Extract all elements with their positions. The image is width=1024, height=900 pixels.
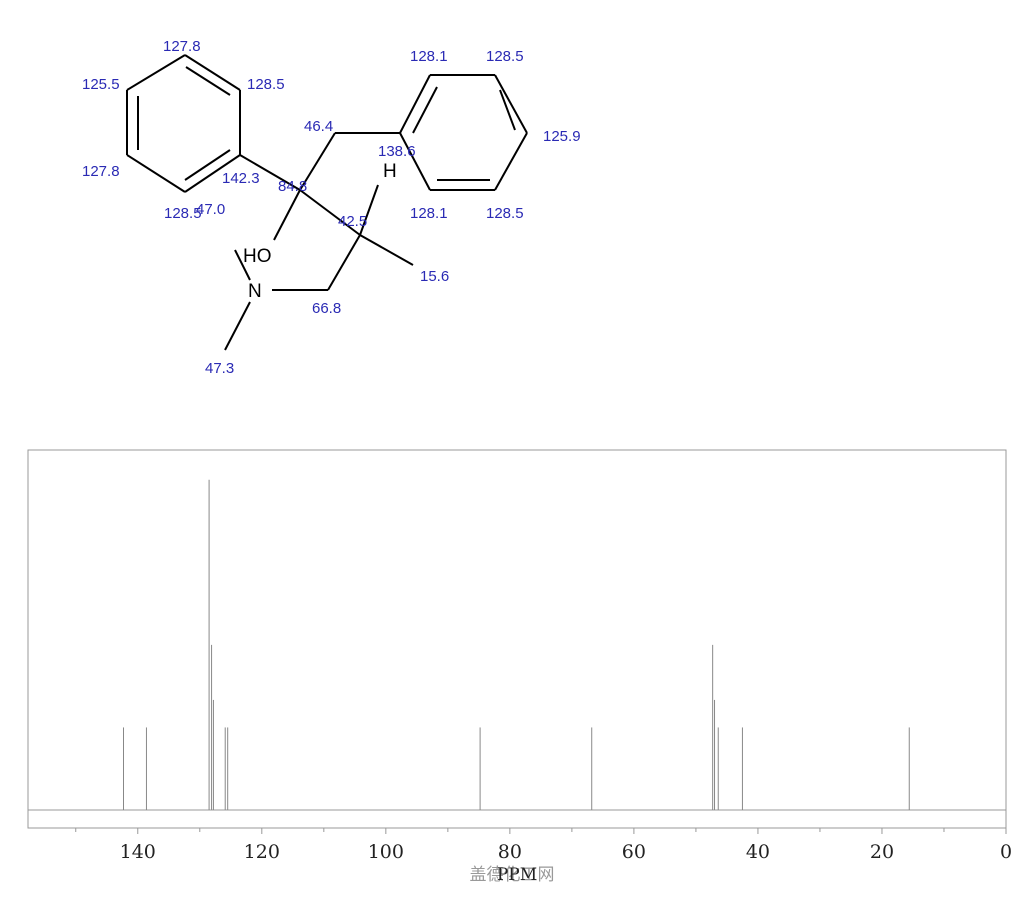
atom-label: N	[248, 281, 262, 302]
shift-label: 66.8	[312, 300, 341, 317]
x-tick-label: 60	[622, 841, 646, 863]
shift-label: 47.3	[205, 360, 234, 377]
shift-label: 128.1	[410, 48, 448, 65]
shift-label: 42.5	[338, 213, 367, 230]
shift-label: 128.5	[164, 205, 202, 222]
atom-label: HO	[243, 246, 272, 267]
shift-label: 127.8	[163, 38, 201, 55]
shift-label: 125.9	[543, 128, 581, 145]
shift-label: 142.3	[222, 170, 260, 187]
x-tick-label: 120	[244, 841, 280, 863]
x-tick-label: 0	[1000, 841, 1012, 863]
x-tick-label: 80	[498, 841, 522, 863]
x-axis-label: PPM	[497, 865, 537, 885]
x-tick-label: 100	[368, 841, 404, 863]
shift-label: 128.5	[247, 76, 285, 93]
shift-label: 47.0	[196, 201, 225, 218]
shift-label: 127.8	[82, 163, 120, 180]
plot-frame	[27, 449, 1007, 829]
shift-label: 46.4	[304, 118, 333, 135]
x-tick-label: 20	[870, 841, 894, 863]
x-tick-label: 40	[746, 841, 770, 863]
shift-label: 128.1	[410, 205, 448, 222]
shift-label: 84.8	[278, 178, 307, 195]
shift-label: 138.6	[378, 143, 416, 160]
shift-label: 128.5	[486, 205, 524, 222]
x-tick-label: 140	[120, 841, 156, 863]
shift-label: 128.5	[486, 48, 524, 65]
watermark: 盖德化工网	[470, 865, 555, 885]
shift-label: 15.6	[420, 268, 449, 285]
shift-label: 125.5	[82, 76, 120, 93]
atom-label: H	[383, 161, 397, 182]
molecule-bonds	[126, 54, 528, 351]
